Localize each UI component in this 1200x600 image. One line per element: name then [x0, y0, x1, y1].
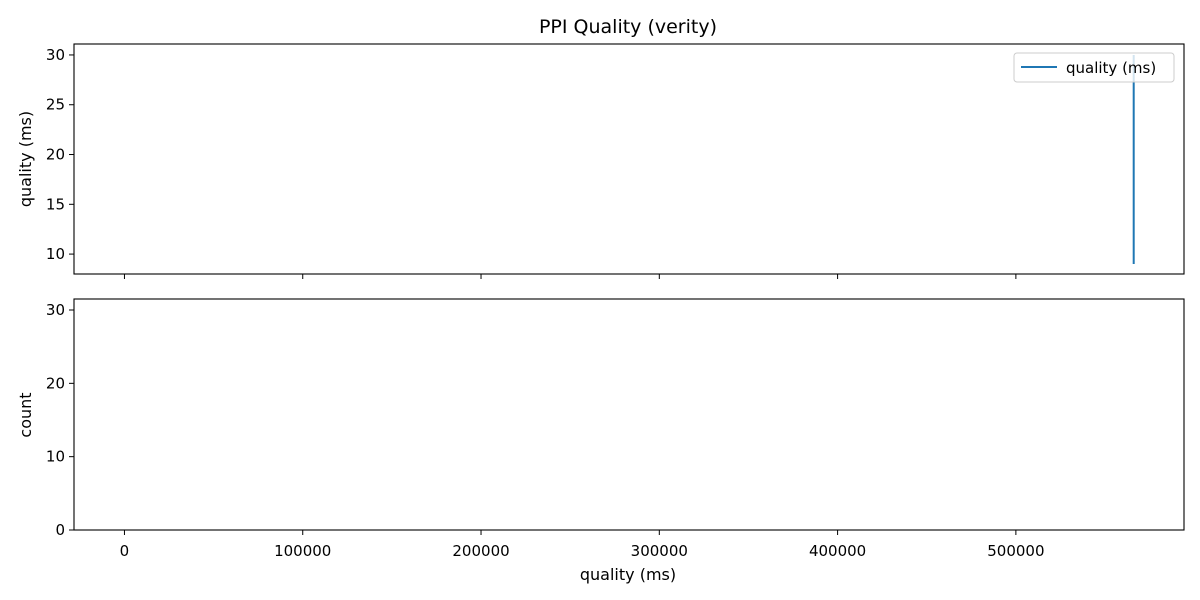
bottom-y-tick-label: 0 — [55, 521, 65, 539]
bottom-plot-frame — [73, 298, 1185, 531]
top-y-tick-label: 10 — [46, 245, 65, 263]
bottom-y-axis-label: count — [16, 392, 35, 437]
bottom-x-tick-label: 200000 — [452, 542, 509, 560]
legend: quality (ms) — [1013, 52, 1175, 83]
top-y-axis-ticks: 10 15 20 25 30 — [46, 46, 74, 263]
bottom-y-tick-label: 10 — [46, 448, 65, 466]
quality-line-panel: 10 15 20 25 30 quality (ms) quality (ms) — [16, 43, 1185, 279]
chart-title: PPI Quality (verity) — [539, 16, 717, 38]
bottom-x-tick-label: 0 — [120, 542, 130, 560]
bottom-x-tick-label: 500000 — [987, 542, 1044, 560]
top-plot-frame — [73, 43, 1185, 275]
bottom-y-tick-label: 30 — [46, 301, 65, 319]
legend-label-quality: quality (ms) — [1066, 59, 1156, 77]
top-y-tick-label: 15 — [46, 195, 65, 213]
top-y-tick-label: 25 — [46, 96, 65, 114]
top-x-axis-ticks — [123, 274, 1017, 279]
top-y-tick-label: 30 — [46, 46, 65, 64]
top-y-axis-label: quality (ms) — [16, 111, 35, 207]
top-y-tick-label: 20 — [46, 146, 65, 164]
bottom-x-axis-label: quality (ms) — [580, 565, 676, 584]
bottom-y-tick-label: 20 — [46, 374, 65, 392]
bottom-y-axis-ticks: 0 10 20 30 — [46, 301, 74, 539]
bottom-x-tick-label: 100000 — [274, 542, 331, 560]
bottom-x-tick-label: 300000 — [631, 542, 688, 560]
bottom-x-axis-ticks: 0 100000 200000 300000 400000 500000 — [120, 530, 1045, 560]
legend-frame — [1013, 52, 1175, 83]
bottom-x-tick-label: 400000 — [809, 542, 866, 560]
